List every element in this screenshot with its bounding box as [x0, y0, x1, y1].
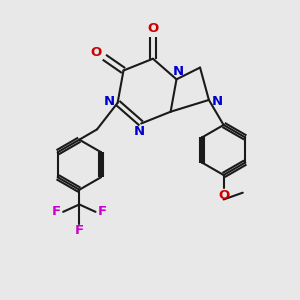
Text: N: N	[104, 95, 115, 108]
Text: N: N	[134, 125, 145, 138]
Text: F: F	[75, 224, 84, 238]
Text: N: N	[212, 95, 223, 108]
Text: N: N	[172, 64, 184, 78]
Text: F: F	[52, 205, 61, 218]
Text: O: O	[91, 46, 102, 59]
Text: O: O	[218, 189, 229, 202]
Text: F: F	[98, 205, 106, 218]
Text: O: O	[147, 22, 159, 35]
